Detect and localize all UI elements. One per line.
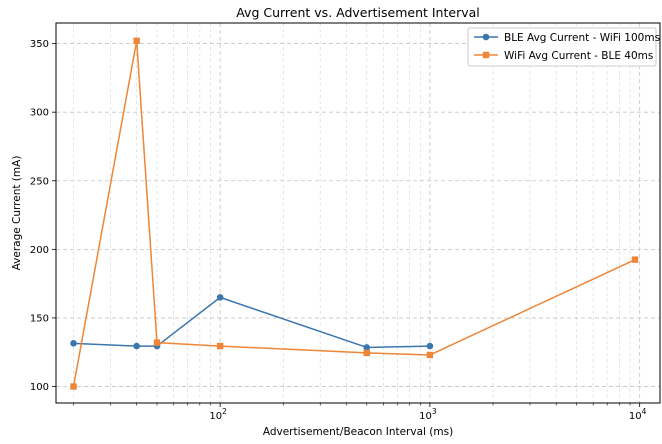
legend: BLE Avg Current - WiFi 100ms WiFi Avg Cu… xyxy=(467,27,660,67)
data-point-wifi xyxy=(216,342,224,350)
x-tick-label: 103 xyxy=(419,407,437,422)
legend-marker-wifi xyxy=(482,51,490,59)
legend-frame xyxy=(467,27,657,67)
y-tick-label: 150 xyxy=(30,313,49,324)
y-tick-label: 350 xyxy=(30,39,49,50)
y-tick-label: 200 xyxy=(30,245,49,256)
y-tick-label: 250 xyxy=(30,176,49,187)
data-point-wifi xyxy=(426,351,434,359)
data-point-wifi xyxy=(70,383,77,390)
y-tick-label: 300 xyxy=(30,108,49,119)
legend-marker-ble xyxy=(482,33,490,41)
legend-label-ble: BLE Avg Current - WiFi 100ms xyxy=(504,32,660,44)
data-point-ble xyxy=(70,340,77,347)
data-point-wifi xyxy=(631,256,639,263)
data-point-ble xyxy=(426,342,434,350)
chart-title: Avg Current vs. Advertisement Interval xyxy=(236,5,480,20)
axes: 102 103 104 100 150 200 250 300 350 xyxy=(30,39,647,422)
plot-frame xyxy=(55,22,661,404)
data-point-ble xyxy=(363,344,371,351)
series-line-ble xyxy=(73,296,430,349)
y-tick-label: 100 xyxy=(30,382,49,393)
data-point-wifi xyxy=(153,339,161,346)
data-point-ble xyxy=(133,342,140,350)
data-point-wifi xyxy=(363,349,370,357)
x-tick-label: 104 xyxy=(629,407,647,422)
y-axis-label: Average Current (mA) xyxy=(11,156,23,271)
series-group xyxy=(70,37,639,390)
series-line-wifi xyxy=(72,40,636,387)
x-tick-label: 102 xyxy=(209,407,227,422)
data-point-wifi xyxy=(133,37,140,45)
grid xyxy=(56,23,660,403)
x-axis-label: Advertisement/Beacon Interval (ms) xyxy=(263,426,453,438)
legend-label-wifi: WiFi Avg Current - BLE 40ms xyxy=(504,50,653,62)
data-point-ble xyxy=(216,294,224,301)
